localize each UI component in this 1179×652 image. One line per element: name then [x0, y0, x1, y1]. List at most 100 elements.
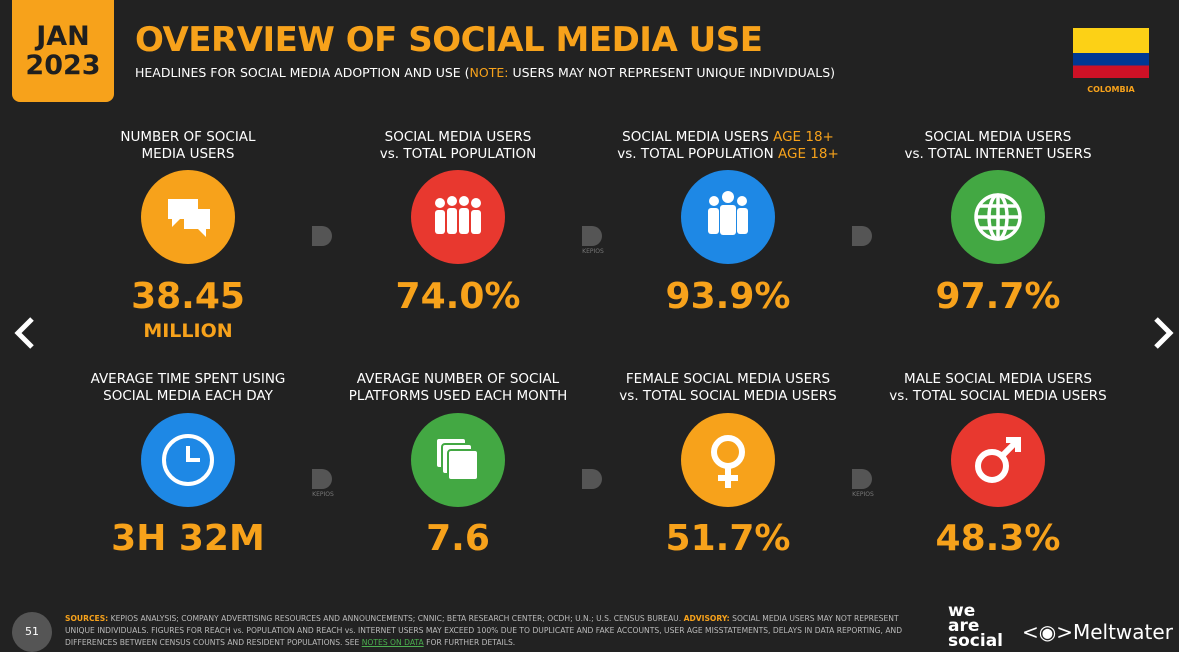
subtitle-text: USERS MAY NOT REPRESENT UNIQUE INDIVIDUA…	[512, 65, 836, 80]
label-line: MALE SOCIAL MEDIA USERS	[868, 371, 1128, 388]
badge-month: JAN	[36, 21, 90, 52]
tile-icon	[141, 413, 235, 507]
watermark: KEPIOS	[573, 222, 613, 255]
tile-value: 93.9%	[665, 276, 791, 317]
watermark-text: KEPIOS	[852, 491, 874, 498]
watermark: KEPIOS	[843, 465, 883, 498]
label-line: vs. TOTAL SOCIAL MEDIA USERS	[598, 388, 858, 405]
tile-label: SOCIAL MEDIA USERS vs. TOTAL POPULATION	[328, 129, 588, 163]
tile-label: SOCIAL MEDIA USERS AGE 18+ vs. TOTAL POPU…	[598, 129, 858, 163]
tile-icon	[951, 413, 1045, 507]
label-text: AVERAGE TIME SPENT USING	[90, 371, 286, 387]
label-line: NUMBER OF SOCIAL	[58, 129, 318, 146]
badge-year: 2023	[25, 50, 101, 81]
label-text: vs. TOTAL POPULATION	[617, 146, 774, 162]
notes-link[interactable]: NOTES ON DATA	[361, 638, 424, 647]
watermark	[843, 222, 883, 248]
tile-value: 38.45	[131, 276, 245, 317]
label-text: vs. TOTAL POPULATION	[379, 146, 537, 162]
date-badge: JAN 2023	[12, 0, 114, 102]
tile-icon	[141, 170, 235, 264]
tile-icon	[951, 170, 1045, 264]
tile-value: 48.3%	[935, 518, 1061, 559]
page-number: 51	[12, 612, 52, 652]
subtitle-note: NOTE:	[469, 65, 509, 80]
label-line: vs. TOTAL INTERNET USERS	[868, 146, 1128, 163]
tile-label: MALE SOCIAL MEDIA USERS vs. TOTAL SOCIAL …	[868, 371, 1128, 405]
tile-unit: MILLION	[143, 320, 233, 342]
label-line: PLATFORMS USED EACH MONTH	[328, 388, 588, 405]
label-text: AVERAGE NUMBER OF SOCIAL	[356, 371, 560, 387]
watermark-text: KEPIOS	[582, 248, 604, 255]
advisory-label: ADVISORY:	[683, 614, 730, 623]
label-text: SOCIAL MEDIA EACH DAY	[103, 388, 273, 404]
tile-value: 51.7%	[665, 518, 791, 559]
label-line: AVERAGE NUMBER OF SOCIAL	[328, 371, 588, 388]
label-line: SOCIAL MEDIA USERS AGE 18+	[598, 129, 858, 146]
tile-label: FEMALE SOCIAL MEDIA USERS vs. TOTAL SOCIA…	[598, 371, 858, 405]
label-line: vs. TOTAL SOCIAL MEDIA USERS	[868, 388, 1128, 405]
country: COLOMBIA	[1087, 85, 1135, 94]
tile-value: 7.6	[426, 518, 490, 559]
title: OVERVIEW OF SOCIAL MEDIA USE	[135, 20, 763, 60]
label-line: MEDIA USERS	[58, 146, 318, 163]
tile-icon	[411, 413, 505, 507]
label-text: SOCIAL MEDIA USERS	[924, 129, 1072, 145]
label-line: vs. TOTAL POPULATION AGE 18+	[598, 146, 858, 163]
tile-icon	[681, 413, 775, 507]
tile-label: NUMBER OF SOCIAL MEDIA USERS	[58, 129, 318, 163]
footer-text: FOR FURTHER DETAILS.	[426, 638, 516, 647]
tile-label: AVERAGE TIME SPENT USING SOCIAL MEDIA EAC…	[58, 371, 318, 405]
watermark-text: KEPIOS	[312, 491, 334, 498]
label-line: vs. TOTAL POPULATION	[328, 146, 588, 163]
label-text: SOCIAL MEDIA USERS	[384, 129, 532, 145]
watermark-icon	[852, 226, 872, 246]
label-text: MEDIA USERS	[141, 146, 235, 162]
watermark-icon	[312, 469, 332, 489]
footer: SOURCES: KEPIOS ANALYSIS; COMPANY ADVERT…	[65, 613, 925, 649]
we-are-social-logo: we are social	[948, 601, 1004, 651]
next-arrow[interactable]	[1150, 315, 1176, 351]
previous-arrow[interactable]	[12, 315, 38, 351]
label-line: FEMALE SOCIAL MEDIA USERS	[598, 371, 858, 388]
watermark: KEPIOS	[303, 465, 343, 498]
label-text: vs. TOTAL INTERNET USERS	[904, 146, 1092, 162]
sources-label: SOURCES:	[65, 614, 109, 623]
label-text: vs. TOTAL SOCIAL MEDIA USERS	[619, 388, 837, 404]
label-line: SOCIAL MEDIA USERS	[328, 129, 588, 146]
tile-icon	[411, 170, 505, 264]
flag	[1073, 28, 1149, 78]
meltwater-logo: <◉>Meltwater	[1022, 620, 1173, 644]
watermark	[573, 465, 613, 491]
label-line: SOCIAL MEDIA EACH DAY	[58, 388, 318, 405]
tile-value: 3H 32M	[111, 518, 265, 559]
tile-value: 97.7%	[935, 276, 1061, 317]
meltwater-text: Meltwater	[1072, 620, 1173, 644]
tile-label: SOCIAL MEDIA USERS vs. TOTAL INTERNET USE…	[868, 129, 1128, 163]
tile-icon	[681, 170, 775, 264]
label-text: FEMALE SOCIAL MEDIA USERS	[625, 371, 831, 387]
subtitle: HEADLINES FOR SOCIAL MEDIA ADOPTION AND …	[135, 65, 835, 80]
label-text: vs. TOTAL SOCIAL MEDIA USERS	[889, 388, 1107, 404]
label-highlight: AGE 18+	[773, 129, 834, 145]
subtitle-text: HEADLINES FOR SOCIAL MEDIA ADOPTION AND …	[135, 65, 470, 80]
label-text: NUMBER OF SOCIAL	[120, 129, 256, 145]
label-text: PLATFORMS USED EACH MONTH	[348, 388, 568, 404]
logo-word: social	[948, 631, 1004, 651]
label-text: MALE SOCIAL MEDIA USERS	[904, 371, 1092, 387]
watermark	[303, 222, 343, 248]
label-highlight: AGE 18+	[778, 146, 839, 162]
watermark-icon	[312, 226, 332, 246]
logo-word: we	[948, 601, 976, 621]
label-line: AVERAGE TIME SPENT USING	[58, 371, 318, 388]
watermark-icon	[852, 469, 872, 489]
label-text: SOCIAL MEDIA USERS	[622, 129, 769, 145]
watermark-icon	[582, 469, 602, 489]
advisory: SOCIAL MEDIA USERS MAY NOT REPRESENT UNI…	[65, 614, 903, 647]
sources: KEPIOS ANALYSIS; COMPANY ADVERTISING RES…	[110, 614, 682, 623]
watermark-icon	[582, 226, 602, 246]
label-line: SOCIAL MEDIA USERS	[868, 129, 1128, 146]
logo-word: are	[948, 616, 980, 636]
tile-label: AVERAGE NUMBER OF SOCIAL PLATFORMS USED E…	[328, 371, 588, 405]
